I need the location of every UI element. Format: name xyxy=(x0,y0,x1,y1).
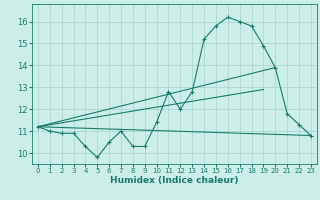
X-axis label: Humidex (Indice chaleur): Humidex (Indice chaleur) xyxy=(110,176,239,185)
